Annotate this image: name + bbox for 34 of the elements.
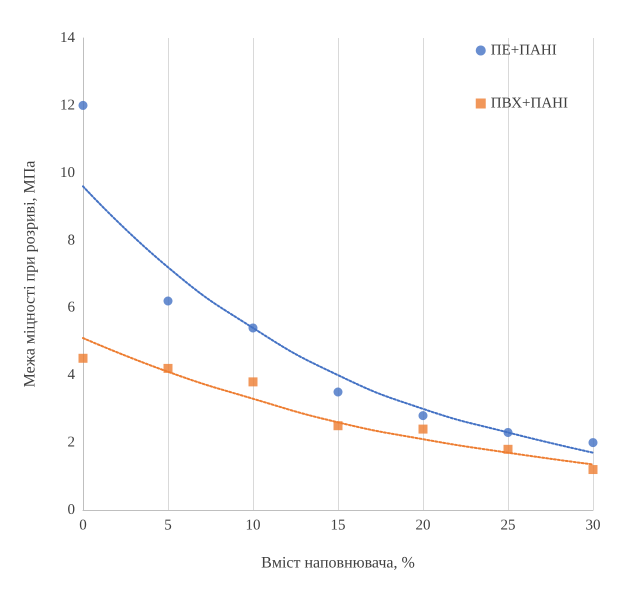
y-tick-label: 10	[60, 164, 75, 181]
line-series	[82, 185, 594, 454]
y-tick-label: 0	[68, 502, 75, 518]
x-tick-label: 10	[246, 518, 260, 534]
x-axis-title: Вміст наповнювача, %	[261, 554, 415, 572]
x-tick-label: 0	[79, 518, 87, 534]
point	[164, 296, 172, 306]
legend-label: ПЕ+ПАНІ	[490, 42, 557, 58]
point	[504, 444, 512, 454]
y-tick-label: 6	[68, 300, 76, 316]
x-tick-label: 5	[164, 518, 172, 534]
legend-label: ПВХ+ПАНІ	[490, 96, 568, 112]
x-tick-label: 25	[500, 518, 516, 534]
point	[588, 438, 598, 448]
y-tick-label: 2	[68, 434, 75, 451]
point	[248, 377, 258, 386]
y-tick-label: 14	[60, 30, 76, 46]
y-tick-label: 8	[68, 232, 75, 248]
point	[588, 465, 598, 474]
y-tick-label: 12	[60, 97, 75, 114]
x-tick-label: 15	[330, 518, 346, 534]
x-tick-label: 20	[416, 518, 430, 534]
point	[418, 424, 428, 434]
point	[78, 354, 88, 363]
point	[248, 323, 258, 332]
x-tick-label: 30	[586, 518, 600, 534]
point	[334, 388, 342, 396]
point	[418, 411, 428, 420]
point	[164, 364, 172, 373]
y-tick-label: 4	[68, 367, 76, 384]
point	[334, 421, 342, 430]
y-axis-title: Межа міцності при розриві, МПа	[22, 160, 38, 388]
point	[78, 100, 88, 110]
point	[504, 428, 512, 437]
